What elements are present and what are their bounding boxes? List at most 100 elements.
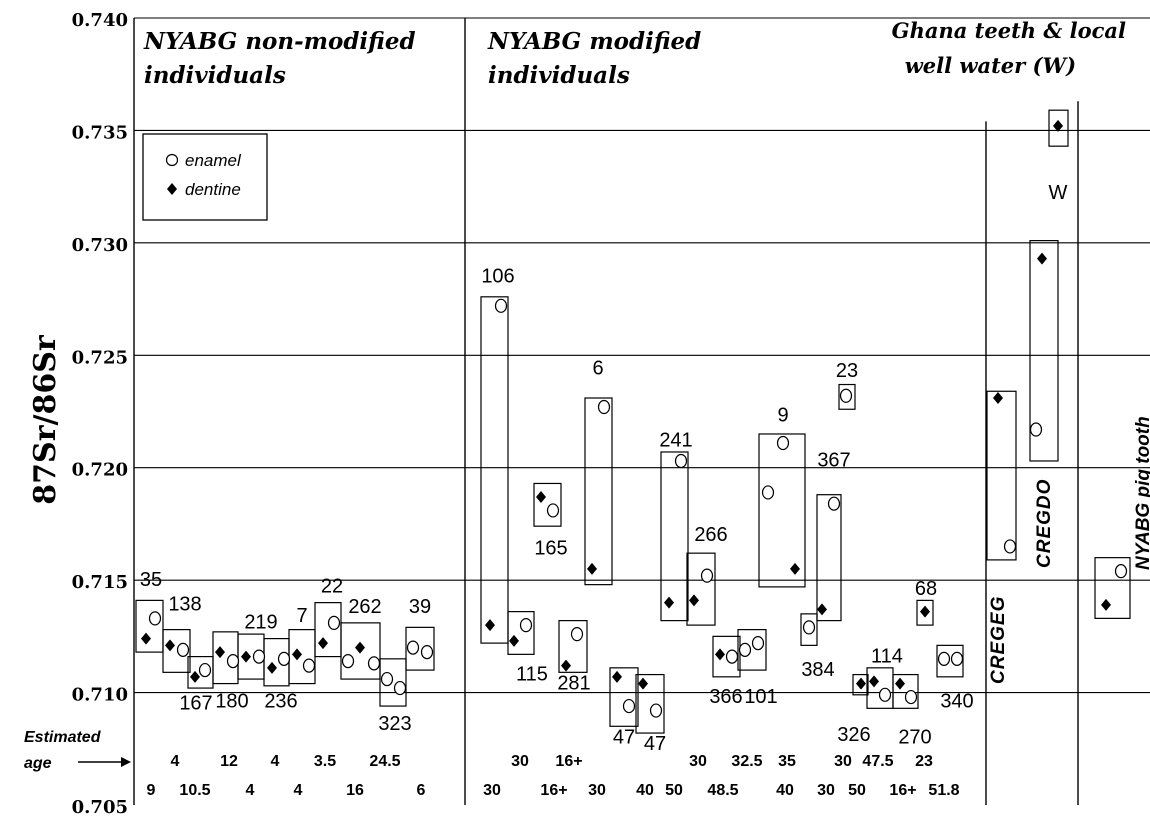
enamel-point-10: [380, 671, 394, 687]
dentine-point-14: [612, 670, 622, 683]
sample-label-18: 241: [659, 429, 692, 451]
age-upper-5: 30: [511, 753, 529, 770]
enamel-point-24: [738, 642, 752, 657]
enamel-point-0: [148, 611, 162, 626]
sample-label-16: 47: [613, 726, 635, 748]
enamel-point-9: [367, 656, 381, 671]
sample-box-7: [314, 602, 342, 658]
age-lower-7: 16+: [540, 782, 567, 799]
enamel-point-33: [937, 651, 951, 666]
y-tick-label-0.720: 0.720: [72, 460, 128, 481]
legend-dentine-symbol: [167, 183, 177, 195]
enamel-point-8: [341, 653, 355, 669]
enamel-point-32: [904, 689, 918, 705]
panel-title-3-line-1: Ghana teeth & local: [892, 18, 1126, 43]
sample-label-3: 180: [215, 690, 248, 712]
y-tick-label-0.705: 0.705: [72, 797, 128, 816]
legend-box: [142, 133, 268, 221]
sample-label-2: 167: [179, 693, 212, 715]
age-lower-3: 4: [294, 782, 303, 799]
dentine-point-3: [215, 646, 225, 659]
sample-label-31: W: [1049, 182, 1068, 204]
estimated-age-label-line-1: Estimated: [24, 729, 102, 746]
sample-label-13: 165: [534, 537, 567, 559]
sample-box-27: [866, 667, 894, 709]
sample-label-9: 39: [409, 596, 431, 618]
dentine-point-13: [587, 562, 597, 575]
enamel-point-36: [1029, 422, 1043, 437]
enamel-point-7: [327, 615, 341, 630]
label-cregdo: CREGDO: [1034, 479, 1055, 568]
enamel-point-6: [302, 658, 316, 673]
sample-label-17: 47: [644, 733, 666, 755]
grid-lines: [133, 17, 1150, 805]
dentine-point-1: [165, 639, 175, 652]
enamel-point-27: [776, 435, 790, 451]
sample-box-13: [533, 482, 562, 527]
age-lower-13: 30: [817, 782, 835, 799]
sample-box-20: [712, 635, 741, 678]
panel-title-2-line-2: individuals: [488, 62, 630, 89]
enamel-point-11: [393, 680, 407, 696]
sample-label-10: 323: [378, 713, 411, 735]
enamel-point-26: [761, 485, 775, 500]
age-upper-0: 4: [171, 753, 180, 770]
dentine-point-19: [790, 562, 800, 575]
sample-label-25: 384: [801, 659, 834, 681]
sample-box-19: [686, 552, 716, 626]
sample-label-30: 340: [940, 690, 973, 712]
sample-label-8: 262: [348, 596, 381, 618]
enamel-point-3: [226, 653, 240, 669]
age-lower-10: 50: [665, 782, 683, 799]
age-upper-4: 24.5: [369, 753, 400, 770]
sample-label-27: 326: [837, 724, 870, 746]
sample-box-11: [480, 296, 509, 644]
age-upper-12: 23: [915, 753, 933, 770]
age-lower-0: 9: [147, 782, 156, 799]
enamel-point-17: [570, 627, 584, 642]
enamel-point-25: [751, 636, 765, 651]
dentine-point-22: [869, 675, 879, 688]
dentine-point-7: [318, 637, 328, 650]
sample-box-15: [584, 397, 613, 586]
dentine-point-0: [141, 632, 151, 645]
enamel-point-14: [494, 298, 508, 313]
dentine-point-17: [689, 594, 699, 607]
sample-box-8: [340, 622, 381, 680]
sample-box-9: [379, 658, 407, 707]
age-lower-5: 6: [417, 782, 426, 799]
age-lower-1: 10.5: [179, 782, 210, 799]
age-lower-12: 40: [776, 782, 794, 799]
panel-title-2-line-1: NYABG modified: [487, 28, 701, 55]
dentine-point-20: [817, 603, 827, 616]
sample-box-6: [288, 629, 316, 685]
enamel-point-35: [1003, 539, 1017, 554]
label-pig-tooth: NYABG pig tooth: [1133, 416, 1150, 570]
y-tick-label-0.730: 0.730: [72, 235, 128, 256]
sample-box-14: [558, 620, 588, 673]
sample-label-0: 35: [140, 569, 162, 591]
sample-box-23: [800, 613, 818, 646]
sample-box-30: [936, 644, 964, 678]
sample-box-17: [635, 673, 665, 734]
dentine-point-16: [664, 596, 674, 609]
age-upper-7: 30: [689, 753, 707, 770]
age-lower-14: 50: [848, 782, 866, 799]
sample-label-24: 367: [817, 450, 850, 472]
dentine-point-18: [715, 648, 725, 661]
enamel-point-1: [176, 642, 190, 657]
sample-label-22: 9: [777, 405, 788, 427]
enamel-point-37: [1114, 564, 1128, 579]
sample-label-29: 68: [915, 578, 937, 600]
enamel-point-28: [802, 620, 816, 635]
enamel-point-4: [252, 649, 266, 664]
sample-box-22: [758, 433, 806, 588]
data-marks: [141, 119, 1128, 718]
sample-label-12: 115: [516, 663, 548, 685]
enamel-point-12: [406, 640, 420, 655]
enamel-point-31: [878, 687, 892, 702]
y-tick-label-0.725: 0.725: [72, 347, 128, 368]
dentine-point-27: [1053, 119, 1063, 132]
dentine-point-15: [638, 677, 648, 690]
